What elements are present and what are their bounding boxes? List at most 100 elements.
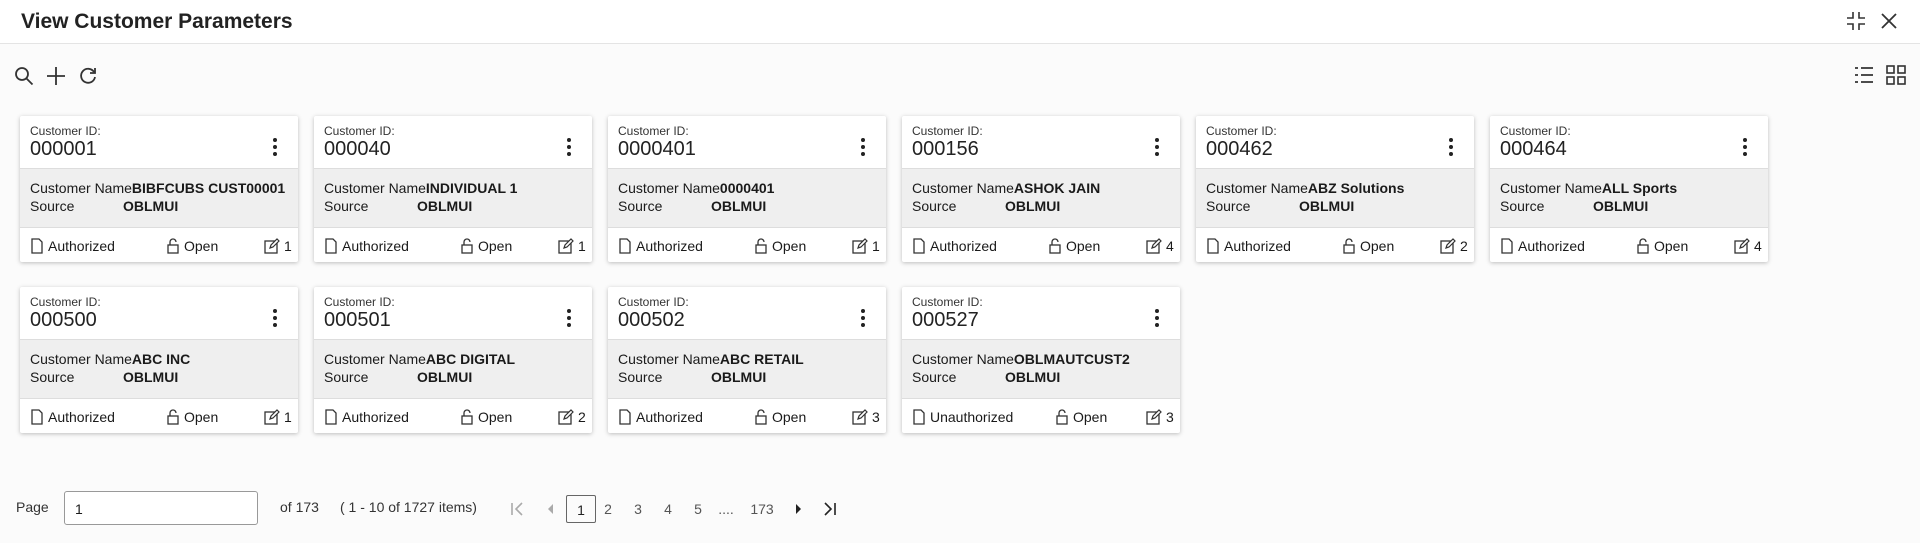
customer-card[interactable]: Customer ID: 0000401 Customer Name0000401 S… [608,116,886,262]
modifications[interactable]: 3 [852,409,880,425]
lock-status-text: Open [1654,238,1689,254]
modifications[interactable]: 4 [1734,238,1762,254]
page-number[interactable]: 1 [566,495,596,523]
modifications[interactable]: 2 [1440,238,1468,254]
customer-name-label: Customer Name [1500,180,1602,196]
minimize-button[interactable] [1845,10,1867,32]
card-details: Customer NameOBLMAUTCUST2 Source OBLMUI [902,339,1180,399]
last-page-button[interactable] [821,501,839,517]
card-menu-button[interactable] [860,307,866,334]
auth-status: Authorized [618,238,703,254]
card-menu-button[interactable] [272,136,278,163]
auth-icon [912,409,926,425]
customer-card[interactable]: Customer ID: 000527 Customer NameOBLMAUTCU… [902,287,1180,433]
source-value: OBLMUI [1005,198,1061,214]
source-value: OBLMUI [123,369,179,385]
doc-glyph [913,238,925,254]
lock-icon [1055,409,1069,425]
modifications[interactable]: 1 [264,238,292,254]
customer-card[interactable]: Customer ID: 000040 Customer NameINDIVIDUA… [314,116,592,262]
auth-status-text: Authorized [636,238,703,254]
modification-count: 2 [578,409,586,425]
list-view-button[interactable] [1853,64,1875,86]
add-button[interactable] [45,65,67,87]
card-menu-button[interactable] [860,136,866,163]
modification-count: 1 [284,409,292,425]
lock-status-text: Open [1360,238,1395,254]
customer-card[interactable]: Customer ID: 000502 Customer NameABC RETAI… [608,287,886,433]
card-menu-button[interactable] [1154,307,1160,334]
modifications[interactable]: 1 [264,409,292,425]
card-menu-button[interactable] [272,307,278,334]
auth-icon [912,238,926,254]
customer-card[interactable]: Customer ID: 000156 Customer NameASHOK JAI… [902,116,1180,262]
edit-glyph [852,409,868,425]
modifications[interactable]: 3 [1146,409,1174,425]
modifications[interactable]: 1 [852,238,880,254]
customer-card[interactable]: Customer ID: 000500 Customer NameABC INC So… [20,287,298,433]
card-menu-button[interactable] [1742,136,1748,163]
auth-status: Authorized [912,238,997,254]
modifications[interactable]: 2 [558,409,586,425]
customer-id-label: Customer ID: [1206,124,1277,138]
lock-status: Open [1048,238,1100,254]
edit-glyph [1440,238,1456,254]
kebab-glyph [567,309,571,327]
lock-icon [1342,238,1356,254]
auth-status: Authorized [30,238,115,254]
page-number[interactable]: 3 [634,501,642,517]
edit-glyph [264,238,280,254]
lock-status-text: Open [1073,409,1108,425]
name-row: Customer NameALL Sports [1500,180,1677,196]
page-number[interactable]: 173 [750,501,774,517]
item-range: ( 1 - 10 of 1727 items) [340,499,477,515]
kebab-glyph [1155,309,1159,327]
modifications[interactable]: 1 [558,238,586,254]
lock-icon [754,238,768,254]
source-row: Source [1206,198,1250,214]
kebab-glyph [273,309,277,327]
edit-icon [558,238,574,254]
doc-glyph [619,238,631,254]
edit-glyph [852,238,868,254]
customer-card[interactable]: Customer ID: 000464 Customer NameALL Sport… [1490,116,1768,262]
refresh-button[interactable] [77,65,99,87]
doc-glyph [619,409,631,425]
source-label: Source [1500,198,1545,214]
page-number[interactable]: 4 [664,501,672,517]
source-label: Source [618,369,663,385]
edit-glyph [1146,238,1162,254]
customer-name-label: Customer Name [1206,180,1308,196]
source-value: OBLMUI [1299,198,1355,214]
customer-card[interactable]: Customer ID: 000501 Customer NameABC DIGIT… [314,287,592,433]
card-menu-button[interactable] [566,307,572,334]
source-row: Source [30,198,74,214]
name-row: Customer NameASHOK JAIN [912,180,1100,196]
card-menu-button[interactable] [566,136,572,163]
page-input[interactable]: 1 [64,491,258,525]
page-label: Page [16,499,49,515]
page-number[interactable]: .... [718,501,734,517]
edit-icon [852,238,868,254]
close-button[interactable] [1879,11,1899,31]
auth-status: Authorized [618,409,703,425]
card-menu-button[interactable] [1154,136,1160,163]
customer-card[interactable]: Customer ID: 000001 Customer NameBIBFCUBS … [20,116,298,262]
lock-icon [460,238,474,254]
search-button[interactable] [13,65,35,87]
prev-page-button[interactable] [543,501,557,517]
next-page-button[interactable] [792,501,806,517]
source-label: Source [30,369,75,385]
customer-card[interactable]: Customer ID: 000462 Customer NameABZ Solut… [1196,116,1474,262]
page-number[interactable]: 2 [604,501,612,517]
card-view-button[interactable] [1885,64,1907,86]
source-label: Source [912,369,957,385]
lock-status-text: Open [478,238,513,254]
first-page-button[interactable] [508,501,526,517]
page-number[interactable]: 5 [694,501,702,517]
name-row: Customer NameBIBFCUBS CUST00001 [30,180,285,196]
lock-glyph [755,409,767,425]
card-details: Customer NameABC INC Source OBLMUI [20,339,298,399]
modifications[interactable]: 4 [1146,238,1174,254]
card-menu-button[interactable] [1448,136,1454,163]
